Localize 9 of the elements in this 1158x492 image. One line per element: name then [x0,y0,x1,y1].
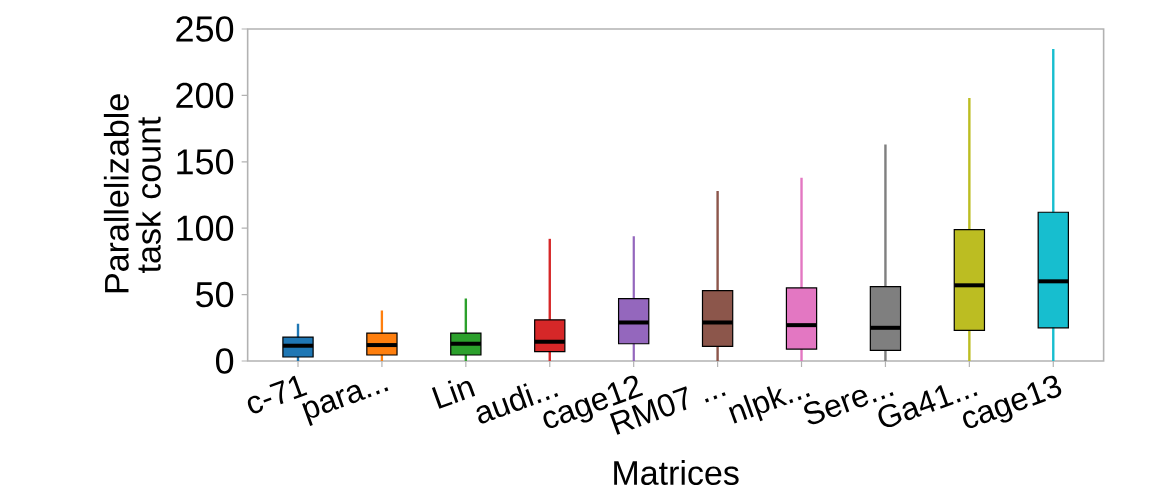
y-tick-label: 50 [195,281,234,308]
x-tick-label: Lin [431,380,476,409]
x-axis-title: Matrices [614,460,739,486]
y-tick-label: 0 [215,348,234,374]
y-axis-title: Parallelizable task count [103,94,161,293]
y-tick-label: 100 [177,215,234,242]
y-tick-label: 150 [177,149,234,175]
y-tick-label: 250 [176,16,234,42]
y-tick-label: 200 [176,82,234,109]
